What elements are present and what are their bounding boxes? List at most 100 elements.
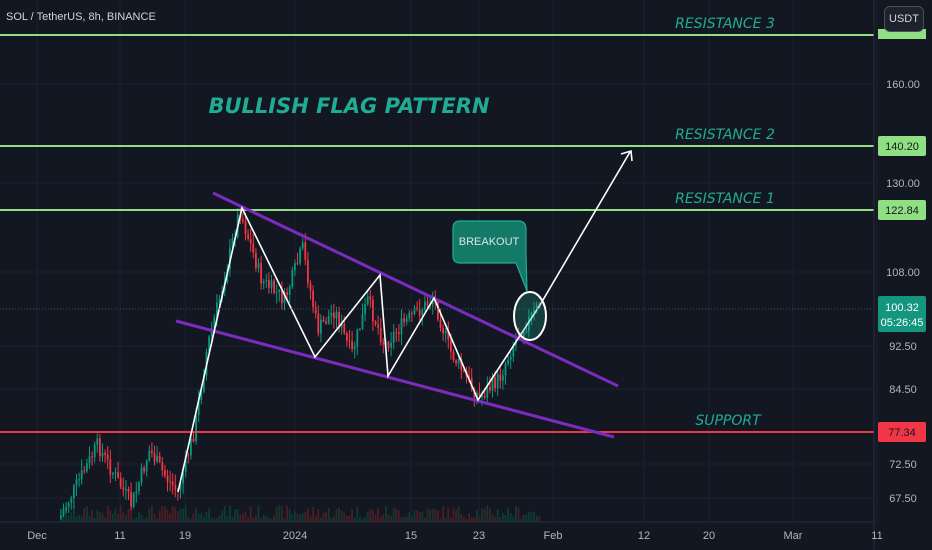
candle-body [268,279,270,288]
volume-bar [226,516,229,522]
volume-bar [122,512,125,522]
candle-body [353,346,356,350]
y-tick-label: 67.50 [889,493,917,505]
volume-bar [117,513,119,522]
volume-bar [307,508,309,522]
volume-bar [333,515,335,522]
candle-body [528,316,530,331]
candle-body [377,324,379,328]
candle-body [88,456,91,464]
candle-body [278,290,281,293]
volume-bar [299,514,301,522]
price-badge [878,296,926,332]
candle-body [265,279,268,282]
candle-body [161,461,164,471]
candle-body [296,263,299,265]
x-tick-label: 19 [179,530,191,542]
volume-bar [486,505,489,522]
candle-body [60,515,62,518]
candle-body [499,374,502,381]
volume-bar [411,516,413,522]
candle-body [156,455,158,462]
volume-bar [530,512,533,522]
candle-body [530,312,533,317]
volume-bar [392,507,395,522]
candle-body [468,376,470,378]
candle-body [452,351,455,361]
candle-body [390,342,392,348]
volume-bar [494,516,496,522]
candle-body [504,364,507,376]
symbol-label: SOL / TetherUS, 8h, BINANCE [6,11,156,23]
candle-body [359,328,361,330]
candle-body [138,482,140,492]
candle-body [387,341,390,348]
candle-body [216,302,218,318]
volume-bar [288,509,291,522]
candle-body [164,470,166,476]
volume-bar [291,514,294,522]
candle-body [478,392,481,397]
level-label: RESISTANCE 3 [675,16,775,32]
candle-body [260,262,262,284]
candle-body [340,323,343,328]
volume-bar [390,516,392,522]
volume-bar [114,508,117,522]
candle-body [179,483,182,490]
volume-bar [359,516,361,522]
volume-bar [135,516,138,522]
candle-body [93,444,96,458]
candle-body [125,489,127,491]
candle-body [231,237,234,248]
volume-bar [322,512,325,522]
candle-body [304,242,307,260]
candle-body [379,327,382,343]
candle-body [525,330,528,332]
volume-bar [483,508,486,522]
volume-bar [67,515,70,522]
volume-bar [533,511,535,522]
breakout-label: BREAKOUT [459,236,520,248]
candle-body [192,438,195,442]
volume-bar [210,517,213,522]
currency-button[interactable]: USDT [884,6,924,32]
volume-bar [450,517,452,522]
volume-bar [73,505,75,522]
volume-bar [236,509,239,522]
volume-bar [416,510,418,522]
candle-body [132,493,135,507]
candle-body [486,386,489,398]
volume-bar [452,507,455,522]
candle-body [119,477,122,488]
candle-body [210,328,213,337]
volume-bar [340,510,343,522]
candle-body [439,319,442,329]
x-tick-label: Dec [27,530,47,542]
volume-bar [408,512,411,522]
volume-bar [520,518,522,522]
volume-bar [177,511,179,522]
volume-bar [444,517,447,522]
candle-body [366,296,369,305]
volume-bar [205,511,208,522]
volume-bar [296,514,299,522]
candle-body [424,301,426,311]
volume-bar [327,507,330,522]
volume-bar [522,514,525,522]
level-label: SUPPORT [695,413,762,429]
volume-bar [216,518,218,522]
candle-body [127,489,130,492]
candle-body [197,400,200,416]
channel-lower [175,319,615,439]
candle-body [403,318,405,323]
volume-bar [203,516,205,522]
candle-body [496,374,499,389]
volume-bar [468,513,470,522]
candle-body [437,301,439,320]
candle-body [491,377,494,391]
volume-bar [161,506,164,522]
volume-bar [364,517,366,522]
candle-body [494,377,496,389]
candle-body [325,321,327,324]
